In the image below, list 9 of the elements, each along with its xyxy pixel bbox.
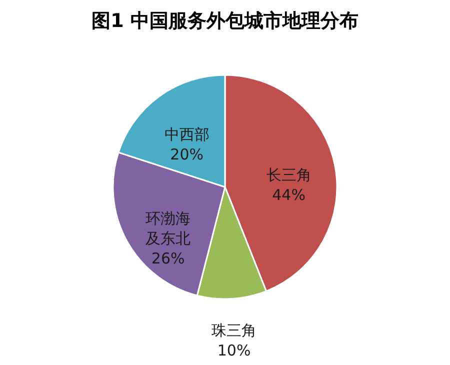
slice-label: 环渤海及东北 bbox=[146, 209, 191, 248]
slice-label: 长三角 bbox=[266, 166, 312, 184]
data-label: 26% bbox=[151, 249, 185, 268]
data-label: 10% bbox=[217, 342, 251, 360]
slice-label: 中西部 bbox=[164, 125, 210, 144]
chart-title: 图1 中国服务外包城市地理分布 bbox=[92, 10, 358, 32]
data-label: 44% bbox=[272, 186, 306, 204]
data-label: 20% bbox=[170, 145, 204, 164]
slice-label: 珠三角 bbox=[212, 322, 257, 340]
